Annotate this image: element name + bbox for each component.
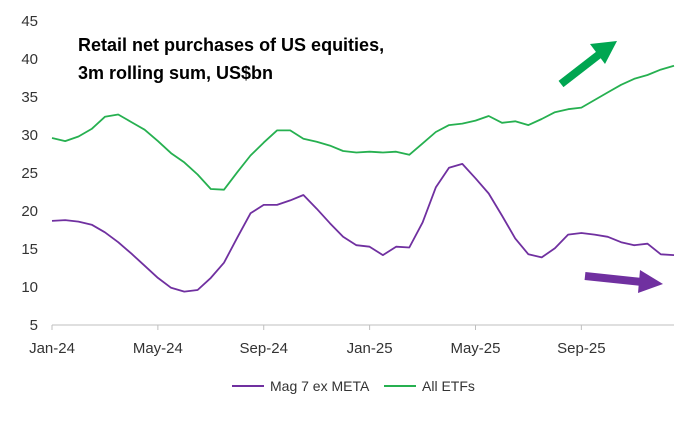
x-axis-ticks: Jan-24 May-24 Sep-24 Jan-25 May-25 Sep-25 <box>29 325 606 357</box>
y-tick-label: 25 <box>21 165 38 182</box>
y-tick-label: 5 <box>30 317 38 334</box>
right-arrow-shaft <box>584 272 643 286</box>
y-tick-label: 30 <box>21 127 38 144</box>
y-tick-label: 10 <box>21 279 38 296</box>
legend-label-mag7: Mag 7 ex META <box>270 378 370 394</box>
right-arrow-head <box>638 270 663 293</box>
y-tick-label: 45 <box>21 13 38 30</box>
x-tick-label: Jan-25 <box>347 340 393 357</box>
up-arrow-annotation <box>558 41 617 88</box>
y-tick-label: 20 <box>21 203 38 220</box>
x-tick-label: Sep-24 <box>240 340 288 357</box>
legend-label-all-etfs: All ETFs <box>422 378 475 394</box>
up-arrow-shaft <box>558 49 604 88</box>
chart-title-line-1: Retail net purchases of US equities, <box>78 35 384 55</box>
x-tick-label: Jan-24 <box>29 340 75 357</box>
legend: Mag 7 ex META All ETFs <box>232 378 475 394</box>
chart-title-line-2: 3m rolling sum, US$bn <box>78 63 273 83</box>
series-line-all-etfs <box>51 64 675 191</box>
series-layer <box>51 64 675 293</box>
x-tick-label: Sep-25 <box>557 340 605 357</box>
x-tick-label: May-25 <box>450 340 500 357</box>
y-tick-label: 40 <box>21 51 38 68</box>
up-arrow-head <box>590 41 617 64</box>
right-arrow-annotation <box>584 270 663 293</box>
y-axis-ticks: 5 10 15 20 25 30 35 40 45 <box>21 13 38 334</box>
series-line-mag7 <box>51 163 675 293</box>
y-tick-label: 35 <box>21 89 38 106</box>
x-tick-label: May-24 <box>133 340 183 357</box>
y-tick-label: 15 <box>21 241 38 258</box>
